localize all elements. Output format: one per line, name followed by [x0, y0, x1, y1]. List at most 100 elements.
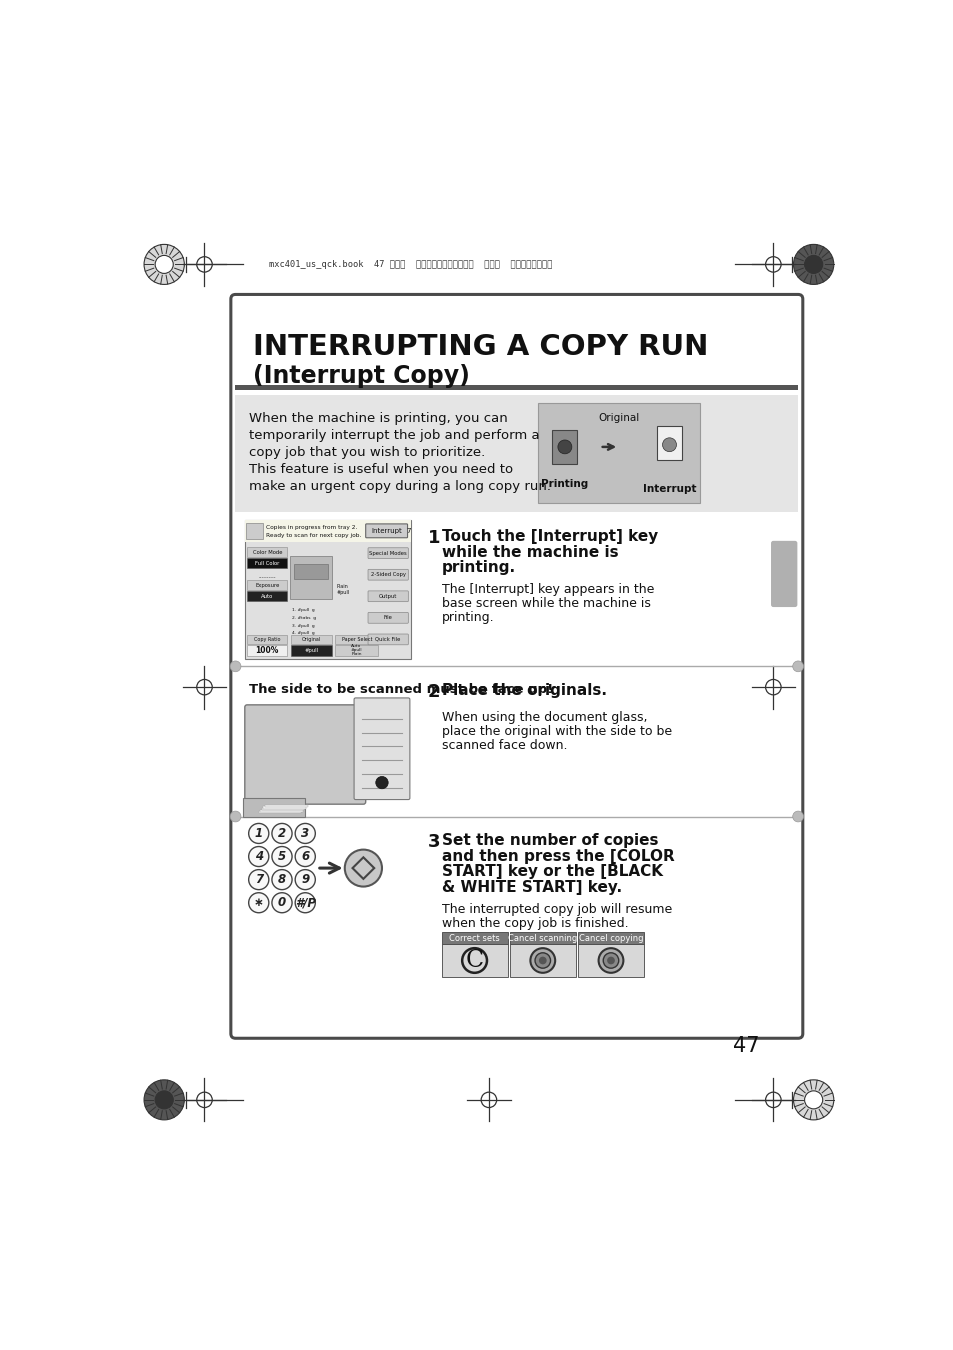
Text: Paper Select: Paper Select — [341, 637, 372, 641]
Bar — [245, 520, 411, 541]
Text: scanned face down.: scanned face down. — [441, 738, 566, 752]
Circle shape — [530, 948, 555, 973]
Text: Original: Original — [301, 637, 321, 641]
Bar — [260, 810, 303, 811]
FancyBboxPatch shape — [368, 634, 408, 645]
Bar — [291, 645, 332, 656]
Bar — [509, 944, 575, 976]
Circle shape — [249, 824, 269, 844]
Text: 100%: 100% — [255, 645, 278, 655]
Text: 6: 6 — [301, 850, 309, 863]
Text: 2: 2 — [277, 828, 286, 840]
Circle shape — [803, 1091, 821, 1108]
Circle shape — [538, 957, 546, 964]
Text: INTERRUPTING A COPY RUN: INTERRUPTING A COPY RUN — [253, 333, 707, 360]
Text: Copy Ratio: Copy Ratio — [253, 637, 280, 641]
Circle shape — [344, 849, 381, 887]
Text: printing.: printing. — [441, 560, 516, 575]
Text: The [Interrupt] key appears in the: The [Interrupt] key appears in the — [441, 583, 654, 597]
Circle shape — [294, 824, 315, 844]
Bar — [245, 520, 411, 659]
Text: make an urgent copy during a long copy run.: make an urgent copy during a long copy r… — [249, 481, 551, 493]
Bar — [537, 404, 700, 504]
Text: temporarily interrupt the job and perform a: temporarily interrupt the job and perfor… — [249, 429, 539, 443]
Bar — [290, 556, 332, 598]
Circle shape — [294, 892, 315, 913]
Text: Cancel scanning: Cancel scanning — [508, 934, 577, 942]
Text: 2-Sided Copy: 2-Sided Copy — [371, 572, 405, 578]
Circle shape — [155, 255, 173, 274]
Bar — [243, 798, 305, 817]
Text: (Interrupt Copy): (Interrupt Copy) — [253, 364, 469, 387]
Circle shape — [249, 892, 269, 913]
Bar — [509, 931, 575, 944]
Text: & WHITE START] key.: & WHITE START] key. — [441, 880, 621, 895]
Bar — [235, 396, 798, 513]
Bar — [263, 806, 306, 809]
Text: Printing: Printing — [540, 479, 588, 489]
Text: mxc401_us_qck.book  47 ページ  ２００８年１０月１６日  木曜日  午前１０時５１分: mxc401_us_qck.book 47 ページ ２００８年１０月１６日 木曜… — [269, 261, 552, 269]
Circle shape — [272, 846, 292, 867]
Text: Interrupt: Interrupt — [642, 485, 696, 494]
Text: ----------: ---------- — [258, 575, 275, 580]
Text: Auto: Auto — [351, 644, 361, 648]
Text: When using the document glass,: When using the document glass, — [441, 711, 646, 724]
Bar — [335, 634, 377, 644]
Text: 1: 1 — [254, 828, 262, 840]
Text: 8: 8 — [277, 873, 286, 886]
Circle shape — [375, 776, 388, 788]
Bar — [294, 564, 328, 579]
Bar — [265, 805, 307, 807]
Circle shape — [294, 846, 315, 867]
FancyBboxPatch shape — [231, 294, 802, 1038]
Circle shape — [598, 948, 622, 973]
Text: 1: 1 — [427, 529, 439, 547]
Bar — [247, 558, 287, 568]
FancyBboxPatch shape — [770, 541, 797, 608]
Text: base screen while the machine is: base screen while the machine is — [441, 597, 650, 610]
Circle shape — [535, 953, 550, 968]
Text: 3. #pull  g: 3. #pull g — [292, 624, 314, 628]
Circle shape — [144, 1080, 184, 1120]
Text: 7: 7 — [254, 873, 262, 886]
Circle shape — [249, 846, 269, 867]
Text: The side to be scanned must be face up!: The side to be scanned must be face up! — [249, 683, 553, 697]
FancyBboxPatch shape — [368, 570, 408, 580]
Bar — [578, 944, 643, 976]
Bar — [441, 944, 507, 976]
Bar — [441, 931, 507, 944]
Circle shape — [661, 437, 676, 452]
Text: printing.: printing. — [441, 612, 494, 624]
FancyBboxPatch shape — [365, 524, 407, 537]
FancyBboxPatch shape — [245, 705, 365, 805]
Circle shape — [792, 662, 802, 672]
Text: while the machine is: while the machine is — [441, 544, 618, 560]
Circle shape — [793, 1080, 833, 1120]
Text: Quick File: Quick File — [375, 637, 400, 641]
Text: When the machine is printing, you can: When the machine is printing, you can — [249, 412, 508, 425]
Bar — [247, 547, 287, 558]
Circle shape — [606, 957, 615, 964]
Text: #pull: #pull — [335, 590, 349, 595]
Circle shape — [558, 440, 571, 454]
Text: Output: Output — [378, 594, 397, 599]
Text: Touch the [Interrupt] key: Touch the [Interrupt] key — [441, 529, 658, 544]
FancyBboxPatch shape — [368, 548, 408, 559]
Circle shape — [793, 244, 833, 285]
Text: 7: 7 — [406, 528, 411, 533]
Text: Set the number of copies: Set the number of copies — [441, 833, 658, 848]
Text: 0: 0 — [277, 896, 286, 910]
Text: Place the originals.: Place the originals. — [441, 683, 606, 698]
Text: Exposure: Exposure — [254, 583, 279, 589]
Bar — [246, 524, 263, 539]
Text: START] key or the [BLACK: START] key or the [BLACK — [441, 864, 662, 879]
Text: when the copy job is finished.: when the copy job is finished. — [441, 917, 628, 930]
Circle shape — [602, 953, 618, 968]
Text: 9: 9 — [301, 873, 309, 886]
Text: #pull: #pull — [304, 648, 318, 652]
Text: Correct sets: Correct sets — [449, 934, 499, 942]
Text: #/P: #/P — [294, 896, 315, 910]
Text: C: C — [465, 949, 483, 972]
Text: Ready to scan for next copy job.: Ready to scan for next copy job. — [266, 533, 361, 537]
Text: 3: 3 — [301, 828, 309, 840]
